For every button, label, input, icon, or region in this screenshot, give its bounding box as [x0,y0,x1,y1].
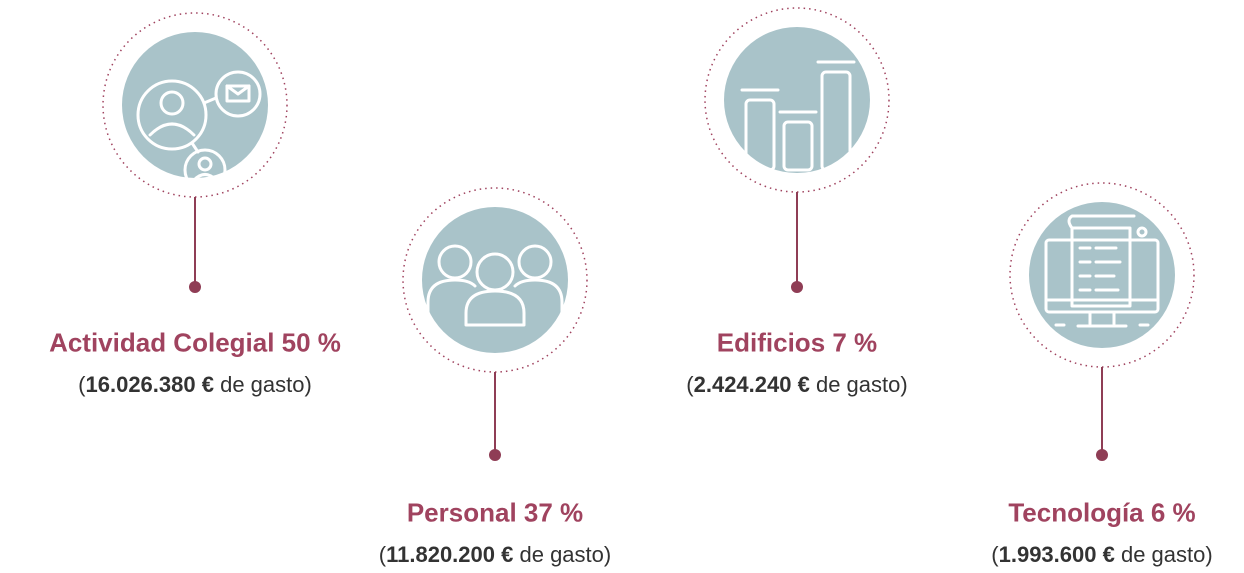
amount: 16.026.380 € [85,372,214,397]
item-title: Edificios 7 % [716,327,878,358]
item-title: Actividad Colegial 50 % [49,327,341,358]
detail-text: de gasto) [220,372,312,397]
paren: ( [991,542,999,567]
paren: ( [378,542,387,567]
paren: ( [686,372,694,397]
icon-people [426,244,564,327]
item-title: Tecnología 6 % [1008,497,1196,528]
amount: 2.424.240 € [693,372,810,397]
connector-dot [489,449,501,461]
item-title: Personal 37 % [406,497,584,528]
icon-circle [122,32,268,178]
paren: ( [78,372,86,397]
amount: 11.820.200 € [386,542,514,567]
connector-dot [189,281,201,293]
connector-dot [1096,449,1108,461]
item-detail: (11.820.200 € de gasto) [295,542,695,568]
item-detail: (2.424.240 € de gasto) [597,372,997,398]
item-detail: (1.993.600 € de gasto) [902,542,1244,568]
connector-dot [791,281,803,293]
amount: 1.993.600 € [998,542,1115,567]
detail-text: de gasto) [519,542,612,567]
item-detail: (16.026.380 € de gasto) [0,372,395,398]
detail-text: de gasto) [815,372,908,397]
icon-network [136,70,262,192]
icon-bars [740,60,856,172]
icon-monitor [1044,214,1160,328]
detail-text: de gasto) [1120,542,1213,567]
icon-circle [422,207,568,353]
